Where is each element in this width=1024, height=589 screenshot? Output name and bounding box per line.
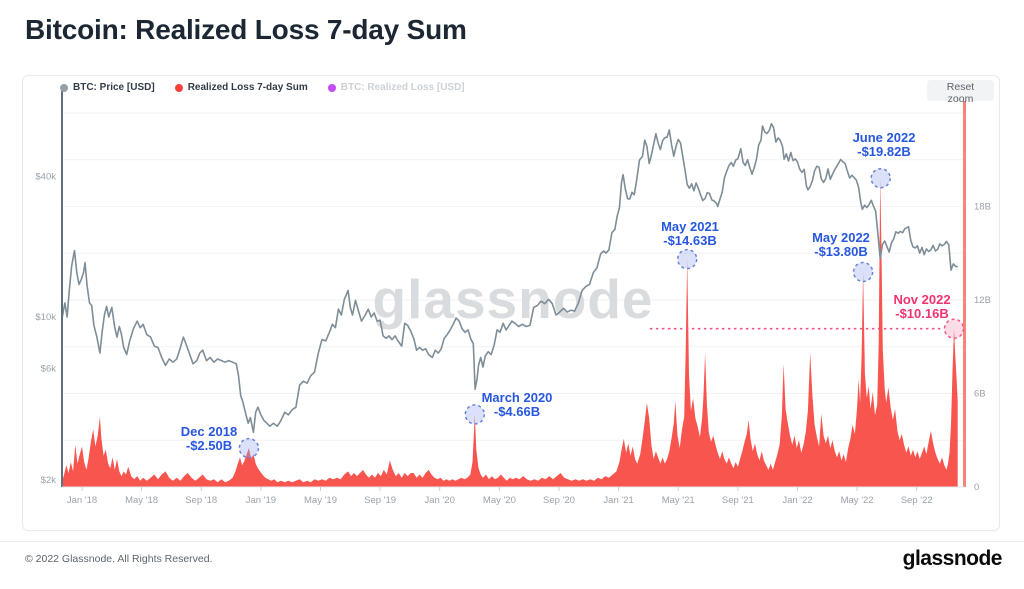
annotation-marker-circle bbox=[870, 167, 891, 189]
svg-text:$40k: $40k bbox=[35, 172, 56, 183]
annotation-value: -$14.63B bbox=[663, 233, 717, 248]
chart-card bbox=[22, 75, 1000, 531]
annotation-marker-circle bbox=[464, 404, 486, 425]
svg-text:May '19: May '19 bbox=[304, 495, 337, 506]
legend-label: BTC: Realized Loss [USD] bbox=[340, 82, 465, 93]
annotation-value: -$2.50B bbox=[185, 438, 233, 453]
svg-text:May '18: May '18 bbox=[125, 495, 158, 506]
legend-label: BTC: Price [USD] bbox=[73, 82, 155, 93]
annotation-value: -$4.66B bbox=[493, 404, 541, 419]
svg-text:Jan '22: Jan '22 bbox=[782, 495, 812, 506]
annotation-value: -$13.80B bbox=[814, 244, 868, 259]
annotation-date: Nov 2022 bbox=[893, 292, 951, 307]
annotation-marker-circle bbox=[676, 248, 698, 270]
svg-text:Jan '19: Jan '19 bbox=[246, 495, 276, 506]
annotation-date: May 2021 bbox=[661, 219, 719, 234]
svg-text:Sep '19: Sep '19 bbox=[364, 495, 396, 506]
annotation-date: Dec 2018 bbox=[180, 424, 238, 439]
svg-text:Jan '18: Jan '18 bbox=[67, 495, 97, 506]
svg-text:May '20: May '20 bbox=[483, 495, 516, 506]
svg-text:Sep '22: Sep '22 bbox=[901, 495, 933, 506]
footer-divider bbox=[0, 541, 1024, 542]
page-title: Bitcoin: Realized Loss 7-day Sum bbox=[25, 14, 467, 45]
svg-text:May '21: May '21 bbox=[662, 495, 695, 506]
chart-legend: BTC: Price [USD] Realized Loss 7-day Sum B… bbox=[60, 82, 465, 93]
chart-annotation: March 2020 -$4.66B bbox=[452, 391, 582, 419]
legend-label: Realized Loss 7-day Sum bbox=[187, 82, 308, 93]
chart-annotation: Nov 2022 -$10.16B bbox=[857, 293, 987, 321]
svg-text:Sep '20: Sep '20 bbox=[543, 495, 575, 506]
annotation-date: June 2022 bbox=[852, 130, 916, 145]
svg-text:$2k: $2k bbox=[41, 475, 57, 486]
svg-text:12B: 12B bbox=[974, 295, 991, 306]
svg-text:Sep '21: Sep '21 bbox=[722, 495, 754, 506]
chart-annotation: June 2022 -$19.82B bbox=[819, 131, 949, 159]
reset-zoom-button[interactable]: Reset zoom bbox=[927, 80, 994, 105]
annotation-marker-circle bbox=[852, 261, 874, 283]
chart-annotation: May 2022 -$13.80B bbox=[776, 231, 906, 259]
svg-text:Jan '20: Jan '20 bbox=[425, 495, 455, 506]
svg-text:May '22: May '22 bbox=[841, 495, 874, 506]
svg-text:0: 0 bbox=[974, 482, 979, 493]
legend-item[interactable]: BTC: Realized Loss [USD] bbox=[327, 82, 465, 93]
btc-price-line bbox=[61, 123, 958, 434]
legend-dot-icon bbox=[327, 83, 336, 92]
annotation-value: -$10.16B bbox=[895, 306, 949, 321]
annotation-marker-circle bbox=[238, 437, 260, 459]
glassnode-logo: glassnode bbox=[902, 547, 1003, 570]
legend-item[interactable]: Realized Loss 7-day Sum bbox=[174, 82, 308, 93]
chart-annotation: May 2021 -$14.63B bbox=[625, 220, 755, 248]
chart-annotation: Dec 2018 -$2.50B bbox=[144, 425, 274, 453]
legend-dot-icon bbox=[60, 83, 68, 92]
svg-text:6B: 6B bbox=[974, 389, 986, 400]
annotation-marker-circle bbox=[943, 318, 965, 339]
svg-text:18B: 18B bbox=[974, 202, 991, 213]
annotation-date: March 2020 bbox=[481, 390, 553, 405]
watermark: glassnode bbox=[372, 268, 653, 330]
svg-text:Jan '21: Jan '21 bbox=[603, 495, 633, 506]
copyright-text: © 2022 Glassnode. All Rights Reserved. bbox=[25, 553, 213, 565]
svg-text:$10k: $10k bbox=[35, 312, 56, 323]
annotation-date: May 2022 bbox=[812, 230, 870, 245]
svg-text:$6k: $6k bbox=[41, 364, 57, 375]
legend-item[interactable]: BTC: Price [USD] bbox=[60, 82, 155, 93]
annotation-value: -$19.82B bbox=[857, 144, 911, 159]
realized-loss-area bbox=[61, 178, 958, 487]
legend-dot-icon bbox=[174, 83, 183, 92]
svg-text:Sep '18: Sep '18 bbox=[185, 495, 217, 506]
